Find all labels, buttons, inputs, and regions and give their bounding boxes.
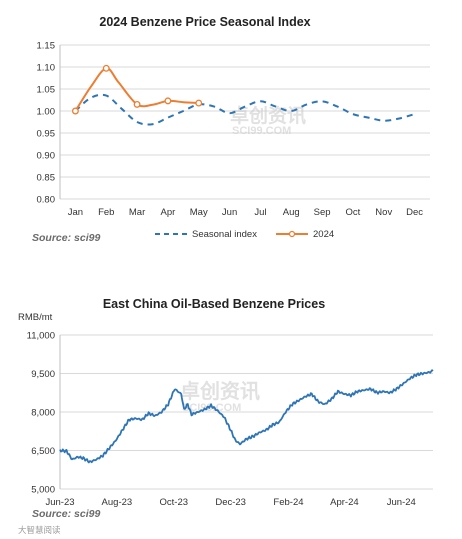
benzene-price-line <box>59 369 434 464</box>
legend-seasonal-label: Seasonal index <box>192 229 257 240</box>
chart2-y-tick-label: 8,000 <box>31 408 55 419</box>
chart1-y-axis: 0.80 0.85 0.90 0.95 1.00 1.05 1.10 1.15 <box>37 41 56 206</box>
chart2-x-tick-label: Feb-24 <box>273 497 303 508</box>
chart1-legend: Seasonal index 2024 <box>155 229 334 240</box>
chart1-title: 2024 Benzene Price Seasonal Index <box>99 15 310 29</box>
chart1-x-tick-label: Aug <box>283 207 300 218</box>
chart2-x-tick-label: Dec-23 <box>215 497 246 508</box>
chart1-y-tick-label: 0.95 <box>37 129 56 140</box>
chart1-x-tick-label: May <box>190 207 208 218</box>
chart1-x-tick-label: Apr <box>161 207 176 218</box>
chart1-source: Source: sci99 <box>32 232 100 244</box>
chart2-x-tick-label: Aug-23 <box>102 497 133 508</box>
chart2-x-tick-label: Jun-23 <box>45 497 74 508</box>
chart1-plot-area <box>71 64 415 126</box>
legend-2024-marker <box>288 230 296 238</box>
chart1-y-tick-label: 0.80 <box>37 195 56 206</box>
chart1-x-tick-label: Oct <box>346 207 361 218</box>
series-2024-point <box>133 100 141 108</box>
chart1-x-tick-label: Dec <box>406 207 423 218</box>
chart1-y-tick-label: 1.05 <box>37 85 56 96</box>
chart1-y-tick-label: 1.10 <box>37 63 56 74</box>
series-2024-point <box>164 97 172 105</box>
chart2-y-tick-label: 5,000 <box>31 485 55 496</box>
chart1-x-tick-label: Sep <box>314 207 331 218</box>
chart2-grid <box>59 334 433 490</box>
chart1-watermark-cn: 卓创资讯 <box>230 104 306 127</box>
chart1-watermark: 卓创资讯 SCI99.COM <box>230 104 306 137</box>
chart2-y-tick-label: 9,500 <box>31 369 55 380</box>
chart2-x-axis: Jun-23 Aug-23 Oct-23 Dec-23 Feb-24 Apr-24 Jun-… <box>45 497 415 508</box>
chart1-grid <box>59 44 430 200</box>
chart1-watermark-en: SCI99.COM <box>232 125 291 137</box>
chart2-y-tick-label: 6,500 <box>31 446 55 457</box>
chart2-ylabel: RMB/mt <box>18 312 53 323</box>
chart2-x-tick-label: Oct-23 <box>160 497 189 508</box>
series-2024-point <box>195 99 203 107</box>
chart2-plot-area <box>59 369 434 464</box>
chart2-y-tick-label: 11,000 <box>27 331 55 342</box>
chart2-y-axis: 5,000 6,500 8,000 9,500 11,000 <box>27 331 55 496</box>
chart2-watermark: 卓创资讯 SCI99.COM <box>180 379 260 414</box>
series-2024-point <box>102 64 110 72</box>
chart1-x-tick-label: Jun <box>222 207 237 218</box>
series-2024-point <box>71 107 79 115</box>
chart2-x-tick-label: Apr-24 <box>330 497 359 508</box>
chart1-y-tick-label: 1.15 <box>37 41 56 52</box>
chart1-x-tick-label: Nov <box>375 207 392 218</box>
chart1-x-tick-label: Jan <box>68 207 83 218</box>
seasonal-index-line <box>74 93 415 126</box>
chart1-x-tick-label: Mar <box>129 207 145 218</box>
legend-2024-label: 2024 <box>313 229 334 240</box>
chart1-y-tick-label: 1.00 <box>37 107 56 118</box>
chart1-y-tick-label: 0.90 <box>37 151 56 162</box>
chart2-watermark-cn: 卓创资讯 <box>180 379 260 403</box>
chart1-x-tick-label: Feb <box>98 207 114 218</box>
chart1-x-tick-label: Jul <box>254 207 266 218</box>
chart1-x-axis: Jan Feb Mar Apr May Jun Jul Aug Sep Oct Nov Dec <box>68 207 424 218</box>
chart2-x-tick-label: Jun-24 <box>387 497 416 508</box>
corner-watermark: 大智慧阅读 <box>18 525 61 535</box>
chart2-title: East China Oil-Based Benzene Prices <box>103 297 325 311</box>
chart2-source: Source: sci99 <box>32 508 100 520</box>
chart1-y-tick-label: 0.85 <box>37 173 56 184</box>
